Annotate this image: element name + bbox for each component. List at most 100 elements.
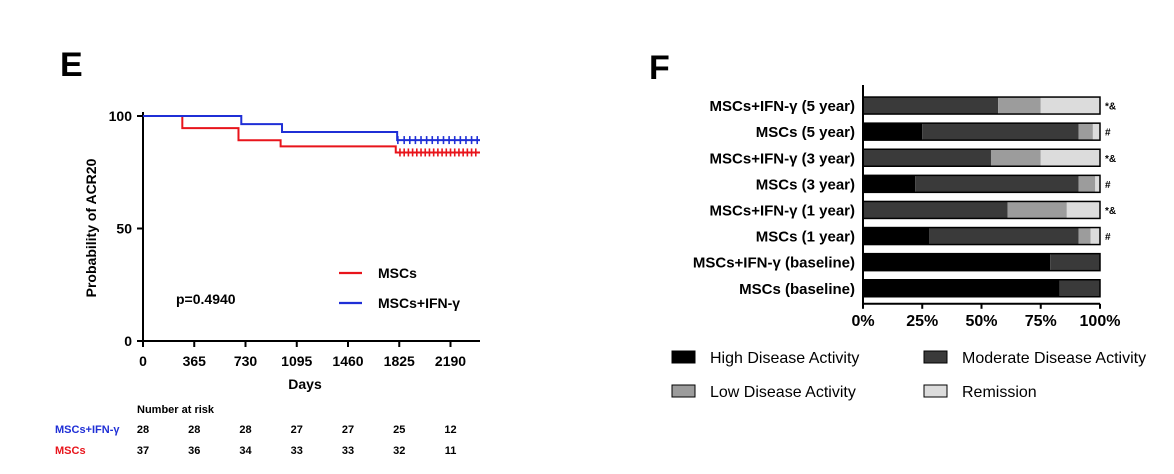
km-x-axis-title: Days [288, 376, 322, 392]
risk-value: 36 [188, 445, 200, 457]
stacked-bar-chart: MSCs+IFN-γ (5 year) *& MSCs (5 year) # MSCs+… [671, 85, 1146, 401]
km-x-tick-label: 365 [183, 353, 207, 369]
bar-segment [1078, 175, 1096, 193]
bar-segment [863, 279, 1060, 297]
legend-label: Low Disease Activity [710, 384, 856, 401]
risk-values: 28 28 28 27 27 25 12 37 36 34 33 33 32 11 [137, 424, 457, 457]
panel-letter-f: F [649, 49, 670, 87]
bar-group [862, 96, 1101, 298]
km-y-axis-title: Probability of ACR20 [83, 158, 99, 297]
km-x-tick-label: 730 [234, 353, 258, 369]
bar-segment [1040, 149, 1100, 167]
legend-label: Remission [962, 384, 1037, 401]
km-x-tick-label: 2190 [435, 353, 466, 369]
significance-marker: *& [1105, 206, 1116, 217]
km-ticks: 0 50 100 0 365 730 1095 1460 1825 2190 [109, 108, 467, 369]
legend-swatch [923, 384, 948, 398]
bar-x-tick-label: 75% [1025, 313, 1057, 330]
category-label: MSCs (1 year) [756, 229, 855, 246]
category-label: MSCs+IFN-γ (1 year) [710, 202, 855, 219]
significance-marker: # [1105, 232, 1111, 243]
bar-segment [922, 123, 1079, 141]
risk-value: 28 [137, 424, 149, 436]
bar-segment [863, 97, 999, 115]
significance-marker: # [1105, 180, 1111, 191]
km-x-tick-label: 1460 [332, 353, 363, 369]
legend-label: Moderate Disease Activity [962, 350, 1146, 367]
km-x-tick-label: 1825 [384, 353, 415, 369]
legend-label-msc: MSCs [378, 265, 417, 281]
bar-segment [1078, 123, 1093, 141]
bar-segment [990, 149, 1041, 167]
km-y-tick-label: 50 [116, 221, 132, 237]
bar-segment [863, 123, 923, 141]
p-value-annotation: p=0.4940 [176, 291, 236, 307]
bar-x-tick-label: 0% [851, 313, 874, 330]
risk-value: 33 [342, 445, 354, 457]
category-labels: MSCs+IFN-γ (5 year) *& MSCs (5 year) # MSCs+… [693, 98, 1116, 298]
bar-legend: High Disease Activity Moderate Disease Ac… [671, 350, 1146, 401]
legend-swatch [671, 384, 696, 398]
km-x-tick-label: 1095 [281, 353, 312, 369]
risk-table-title: Number at risk [137, 404, 215, 416]
significance-marker: *& [1105, 102, 1116, 113]
bar-segment [1066, 201, 1100, 219]
bar-segment [1050, 253, 1100, 271]
km-axes [142, 112, 480, 342]
category-label: MSCs+IFN-γ (baseline) [693, 255, 855, 272]
risk-value: 28 [188, 424, 200, 436]
category-label: MSCs (5 year) [756, 124, 855, 141]
bar-ticks: 0% 25% 50% 75% 100% [851, 303, 1121, 330]
risk-value: 12 [444, 424, 456, 436]
significance-marker: *& [1105, 154, 1116, 165]
km-curve-msc [143, 115, 480, 154]
legend-swatch [671, 350, 696, 364]
category-label: MSCs+IFN-γ (5 year) [710, 98, 855, 115]
km-y-tick-label: 0 [124, 333, 132, 349]
risk-value: 11 [445, 445, 457, 457]
legend-swatch [923, 350, 948, 364]
panel-letter-e: E [60, 46, 83, 84]
risk-value: 32 [393, 445, 405, 457]
risk-value: 27 [342, 424, 354, 436]
km-y-tick-label: 100 [109, 108, 133, 124]
risk-value: 37 [137, 445, 149, 457]
bar-segment [998, 97, 1041, 115]
category-label: MSCs (3 year) [756, 176, 855, 193]
risk-value: 27 [291, 424, 303, 436]
risk-row-label-ifn: MSCs+IFN-γ [55, 424, 120, 436]
bar-segment [1092, 123, 1100, 141]
km-x-tick-label: 0 [139, 353, 147, 369]
bar-x-tick-label: 100% [1080, 313, 1121, 330]
bar-segment [863, 227, 930, 245]
bar-segment [1040, 97, 1100, 115]
legend-label: High Disease Activity [710, 350, 859, 367]
bar-segment [863, 149, 991, 167]
km-chart: 0 50 100 0 365 730 1095 1460 1825 2190 Probabilit… [55, 108, 480, 457]
bar-segment [1090, 227, 1100, 245]
bar-segment [1059, 279, 1100, 297]
bar-x-tick-label: 50% [965, 313, 997, 330]
risk-value: 28 [239, 424, 251, 436]
km-series [143, 115, 480, 157]
bar-segment [1078, 227, 1091, 245]
risk-value: 25 [393, 424, 405, 436]
bar-x-tick-label: 25% [906, 313, 938, 330]
legend-label-ifn: MSCs+IFN-γ [378, 295, 460, 311]
risk-table: Number at risk MSCs+IFN-γ MSCs 28 28 28 27 2… [55, 404, 457, 457]
category-label: MSCs+IFN-γ (3 year) [710, 150, 855, 167]
bar-segment [929, 227, 1079, 245]
bar-segment [863, 175, 916, 193]
km-legend: MSCs MSCs+IFN-γ [339, 265, 460, 311]
bar-segment [1007, 201, 1067, 219]
risk-row-label-msc: MSCs [55, 445, 86, 457]
bar-segment [915, 175, 1079, 193]
bar-segment [863, 253, 1051, 271]
significance-marker: # [1105, 128, 1111, 139]
bar-segment [863, 201, 1008, 219]
category-label: MSCs (baseline) [739, 281, 855, 298]
bar-segment [1095, 175, 1100, 193]
risk-value: 34 [239, 445, 252, 457]
risk-value: 33 [291, 445, 303, 457]
